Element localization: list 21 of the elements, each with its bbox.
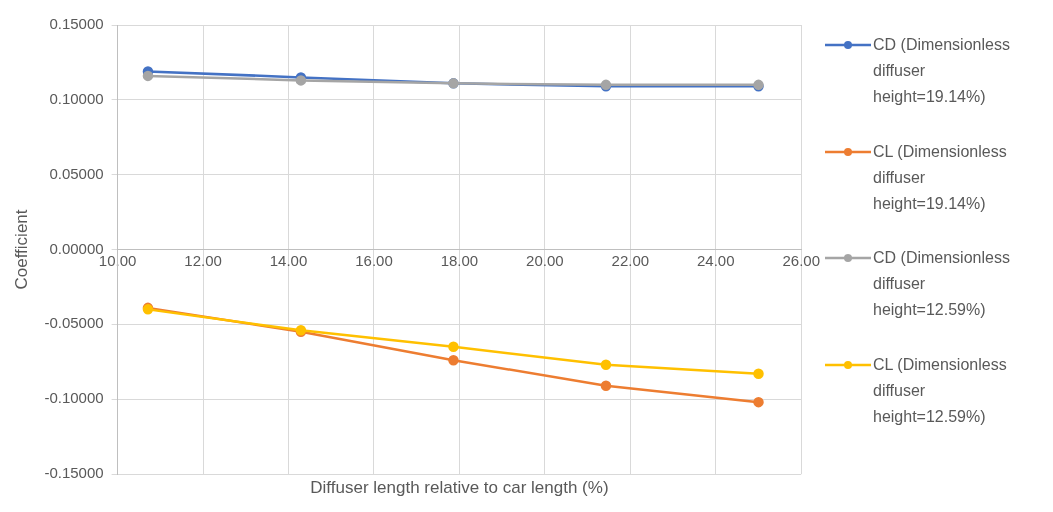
y-tick-label: 0.15000 (49, 15, 104, 33)
x-tick-label: 20.00 (526, 251, 564, 269)
y-tick-label: -0.10000 (44, 389, 104, 407)
x-axis-title: Diffuser length relative to car length (%) (310, 478, 609, 498)
legend-label: CD (Dimensionless diffuser height=19.14%) (873, 35, 1011, 108)
legend-label: CL (Dimensionless diffuser height=12.59%) (873, 354, 1008, 427)
x-tick-label: 16.00 (355, 251, 393, 269)
y-tick-label: -0.15000 (44, 464, 104, 482)
y-tick-label: 0.10000 (49, 89, 104, 107)
x-tick-label: 26.00 (782, 251, 821, 269)
x-tick-label: 12.00 (184, 251, 222, 269)
y-tick-label: 0.00000 (49, 239, 104, 257)
legend-label: CL (Dimensionless diffuser height=19.14%) (873, 141, 1008, 214)
x-tick-label: 18.00 (440, 251, 479, 269)
y-axis-title: Coefficient (11, 209, 31, 290)
y-tick-label: -0.05000 (44, 314, 104, 332)
x-tick-label: 24.00 (697, 251, 735, 269)
x-tick-label: 14.00 (269, 251, 308, 269)
legend-label: CD (Dimensionless diffuser height=12.59%) (873, 248, 1011, 321)
x-tick-label: 22.00 (611, 251, 650, 269)
y-tick-label: 0.05000 (49, 164, 104, 182)
